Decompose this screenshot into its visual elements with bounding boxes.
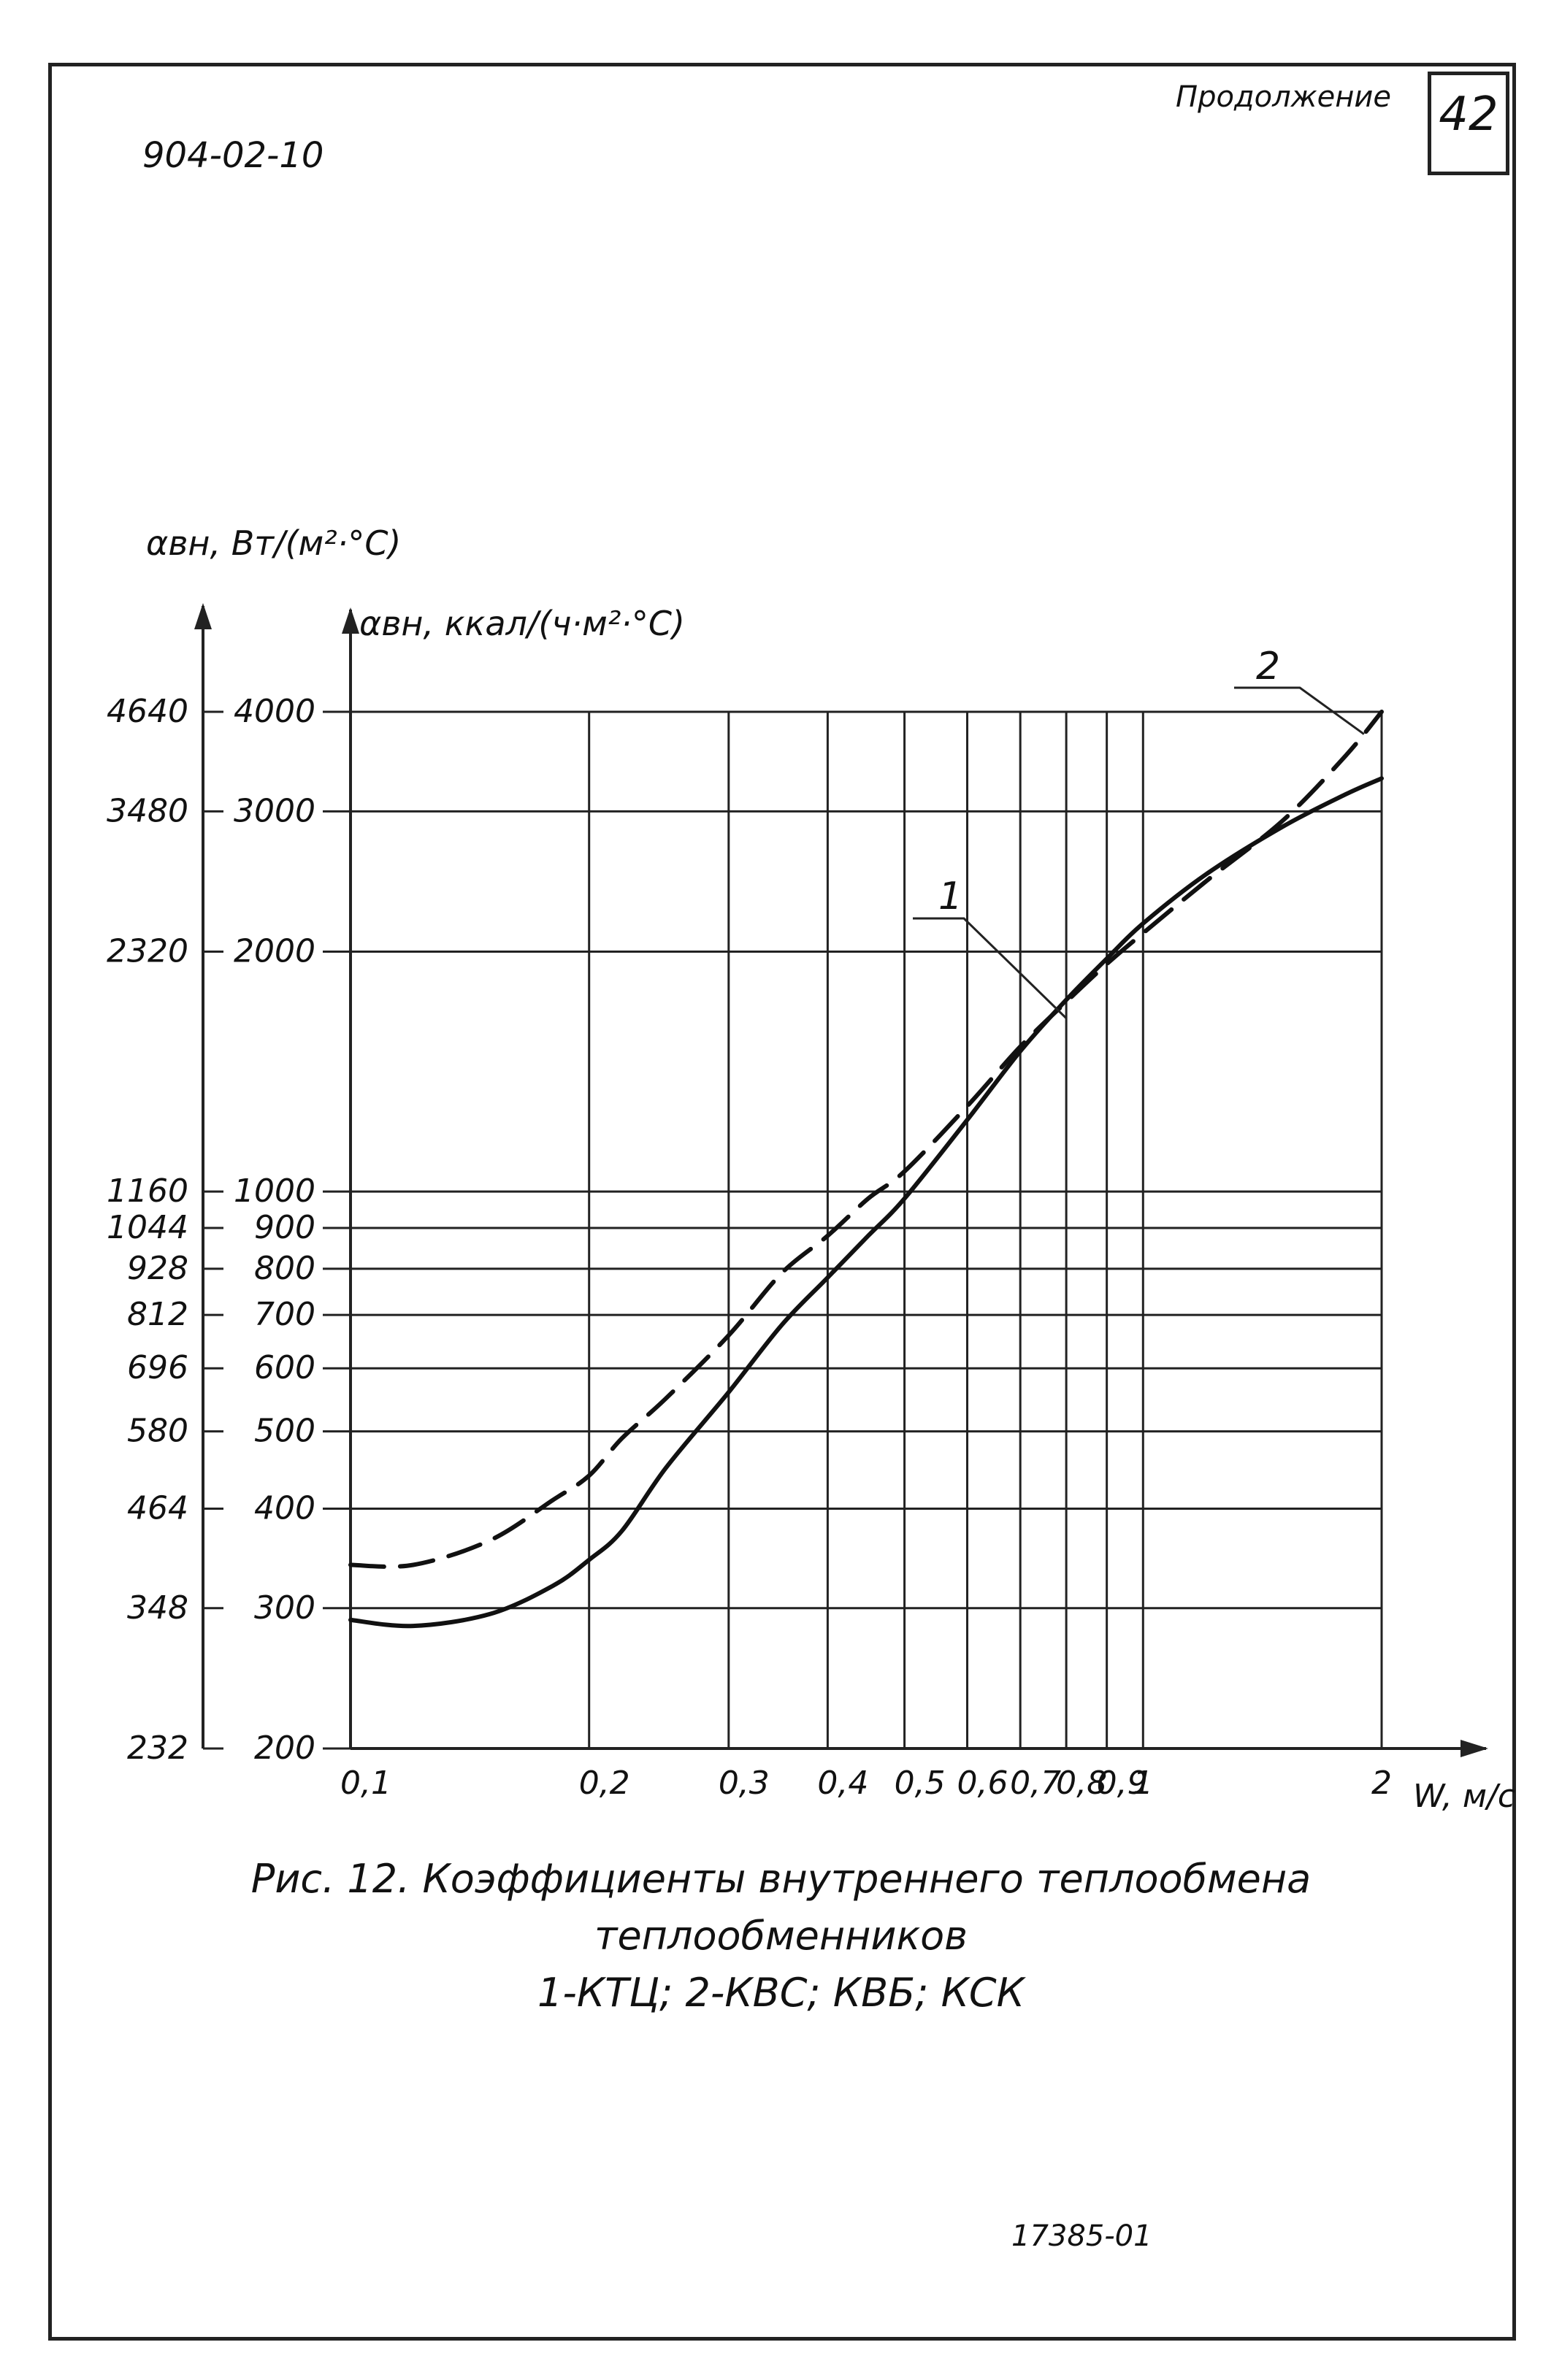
y-axis-title-kcal: αвн, ккал/(ч·м²·°С) xyxy=(359,604,685,643)
y-tick-label-watt: 1044 xyxy=(107,1209,188,1246)
y-tick-label-watt: 696 xyxy=(127,1349,188,1386)
chart-labels: 0,1 0,2 0,3 0,4 0,5 0,6 0,70,80,91 220023230034… xyxy=(107,523,1515,1815)
x-tick-label: 0,5 xyxy=(895,1765,946,1802)
x-axis-arrow xyxy=(1460,1740,1488,1757)
document-code: 904-02-10 xyxy=(142,135,324,176)
series-2-leader xyxy=(1234,686,1365,735)
left-axis-arrow xyxy=(194,603,212,629)
series-2-curve xyxy=(348,710,1384,1569)
caption-line-legend: 1-КТЦ; 2-КВС; КВБ; КСК xyxy=(537,1970,1025,2016)
y-tick-label-kcal: 600 xyxy=(254,1349,315,1386)
y-tick-label-kcal: 700 xyxy=(254,1296,315,1333)
y-tick-label-watt: 812 xyxy=(127,1296,188,1333)
page-number: 42 xyxy=(1439,88,1498,142)
y-tick-label-kcal: 1000 xyxy=(234,1172,315,1210)
chart-series xyxy=(348,710,1384,1629)
y-tick-label-kcal: 200 xyxy=(254,1730,315,1767)
x-tick-label: 2 xyxy=(1371,1765,1392,1802)
x-tick-label: 0,9 xyxy=(1097,1765,1148,1802)
y-tick-label-kcal: 800 xyxy=(254,1250,315,1287)
y-tick-label-watt: 348 xyxy=(127,1589,188,1627)
y-tick-label-kcal: 4000 xyxy=(234,693,315,730)
x-tick-label: 0,2 xyxy=(579,1765,630,1802)
series-1-leader xyxy=(913,917,1068,1019)
caption-line-subtitle: теплообменников xyxy=(594,1913,968,1959)
y-tick-label-kcal: 3000 xyxy=(234,792,315,829)
continuation-label: Продолжение xyxy=(1176,80,1392,114)
y-tick-label-kcal: 300 xyxy=(254,1589,315,1627)
x-tick-label: 0,7 xyxy=(1010,1765,1061,1802)
y-tick-label-watt: 232 xyxy=(127,1730,188,1767)
page-number-box xyxy=(1428,72,1509,175)
series-2-label: 2 xyxy=(1256,645,1280,688)
x-tick-label: 1 xyxy=(1133,1765,1153,1802)
series-1-label: 1 xyxy=(938,875,962,918)
caption-line-title: Рис. 12. Коэффициенты внутреннего теплоо… xyxy=(250,1856,1312,1902)
x-axis-title: W, м/с xyxy=(1413,1778,1515,1815)
y-tick-label-watt: 2320 xyxy=(107,933,188,970)
x-tick-label: 0,1 xyxy=(340,1765,391,1802)
x-tick-label: 0,4 xyxy=(817,1765,868,1802)
y-tick-label-watt: 3480 xyxy=(107,792,188,829)
x-tick-label: 0,6 xyxy=(957,1765,1008,1802)
y-tick-label-kcal: 500 xyxy=(254,1413,315,1450)
y-tick-label-watt: 580 xyxy=(127,1413,188,1450)
series-1-curve xyxy=(348,776,1384,1629)
y-tick-label-kcal: 900 xyxy=(254,1209,315,1246)
drawing-frame xyxy=(48,63,1516,2341)
archive-number: 17385-01 xyxy=(1011,2219,1152,2253)
y-tick-label-watt: 1160 xyxy=(107,1172,188,1210)
right-axis-arrow xyxy=(342,607,359,634)
x-tick-label: 0,3 xyxy=(719,1765,770,1802)
y-tick-label-watt: 928 xyxy=(127,1250,188,1287)
y-tick-label-watt: 4640 xyxy=(107,693,188,730)
y-tick-label-kcal: 400 xyxy=(254,1489,315,1527)
x-tick-label: 0,8 xyxy=(1056,1765,1107,1802)
figure-caption: Рис. 12. Коэффициенты внутреннего теплоо… xyxy=(0,1851,1562,2022)
y-tick-label-watt: 464 xyxy=(127,1489,188,1527)
y-axis-title-watt: αвн, Вт/(м²·°С) xyxy=(146,523,401,563)
y-tick-label-kcal: 2000 xyxy=(234,933,315,970)
chart-axes xyxy=(194,603,1488,1757)
